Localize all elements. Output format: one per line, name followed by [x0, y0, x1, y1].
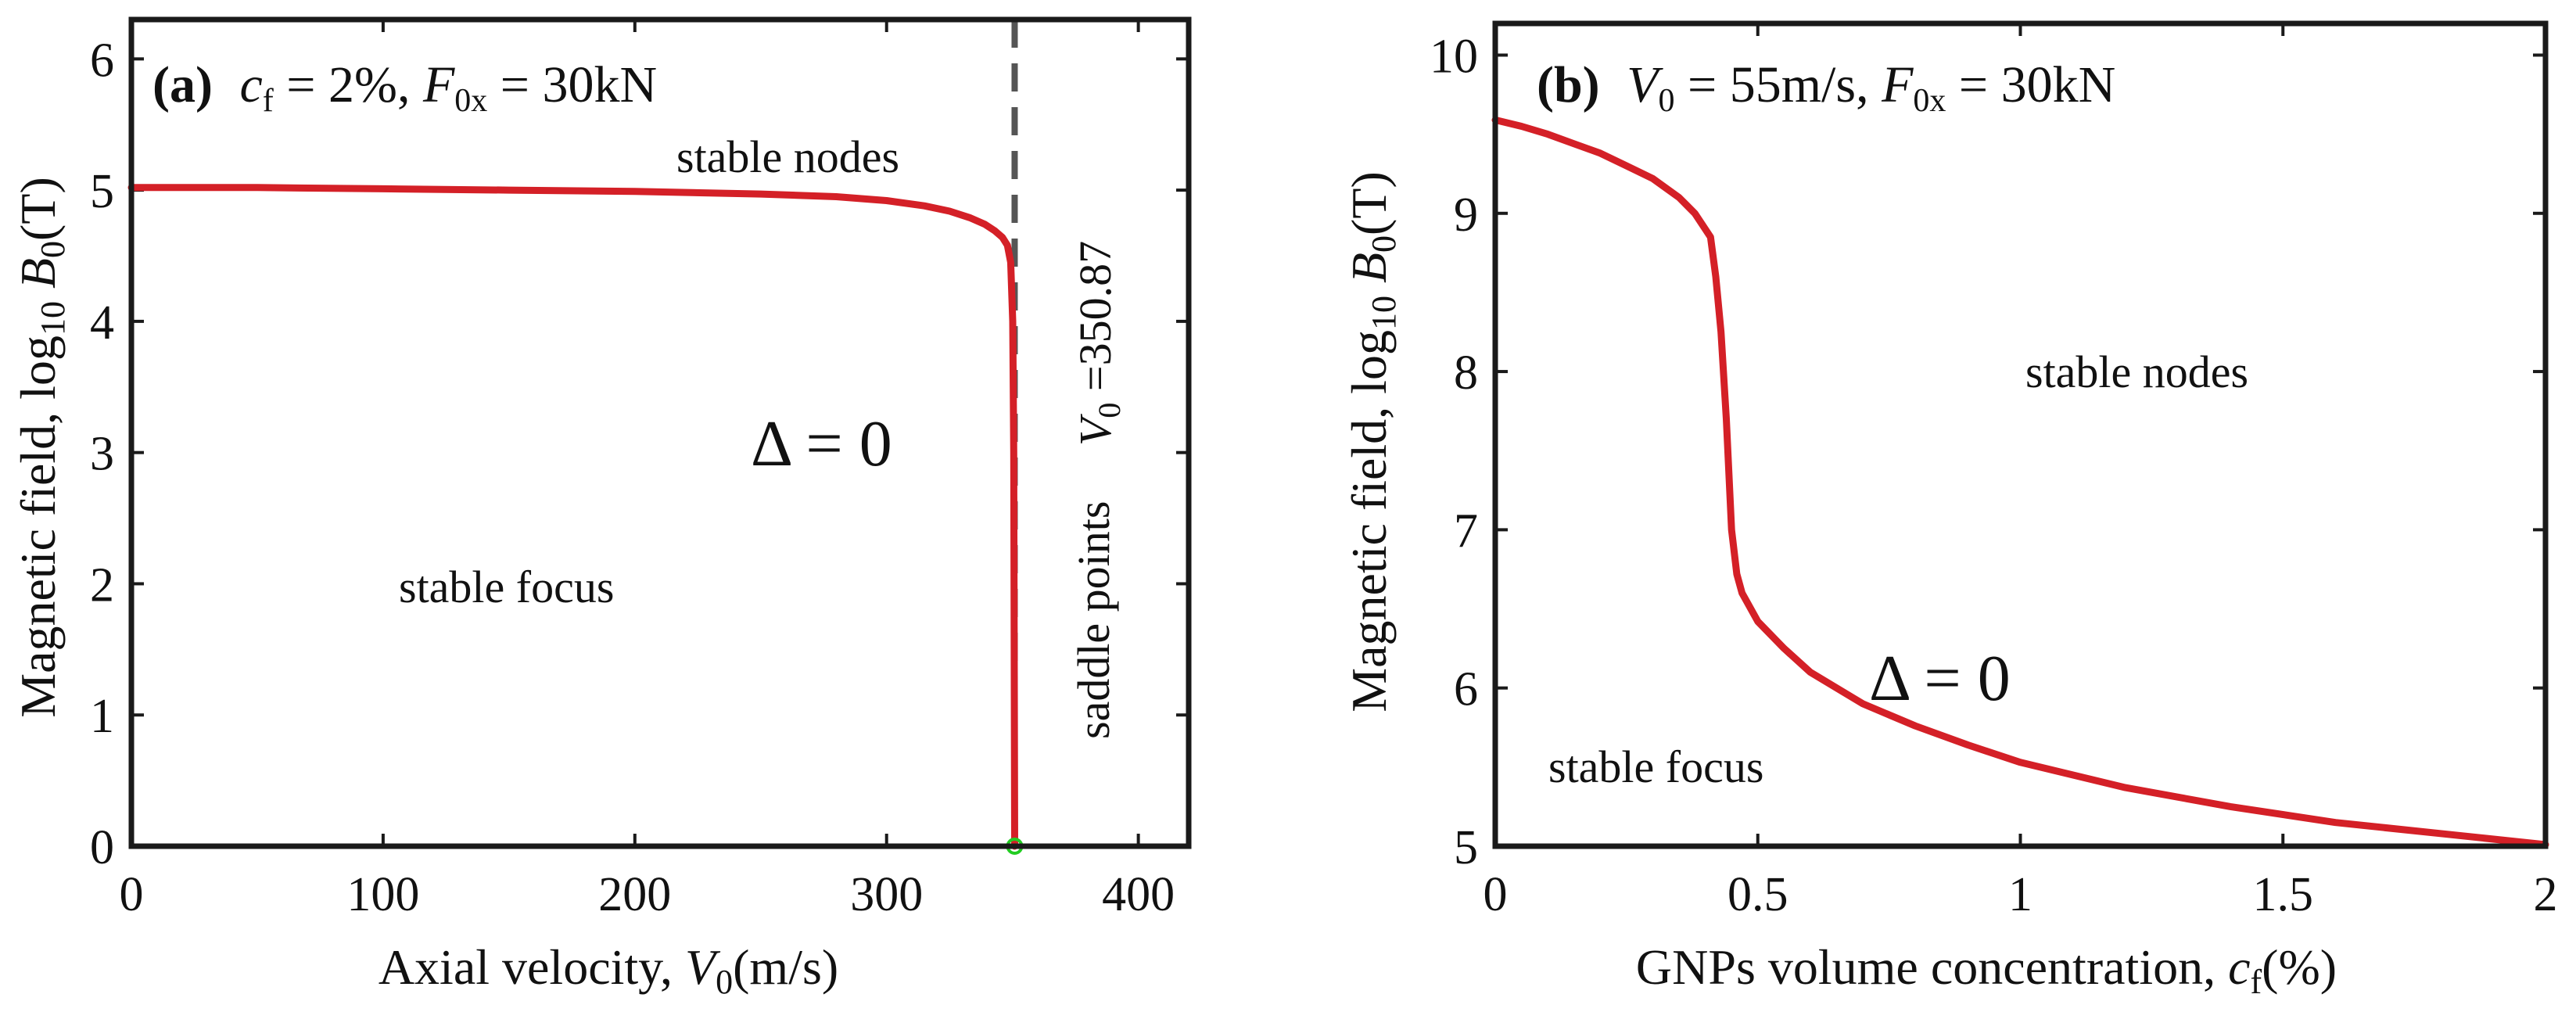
panel-b-x-ticks: 0 0.5 1 1.5 2: [1484, 23, 2558, 921]
panel-a-critical-velocity-label: V0 =350.87: [1070, 241, 1127, 446]
panel-a-axes-frame: [128, 16, 1192, 849]
panel-a-x-tick-label: 100: [346, 868, 419, 921]
panel-b-x-tick-label: 1: [2008, 868, 2032, 921]
panel-a-x-tick-label: 300: [850, 868, 923, 921]
panel-b-y-tick-label: 6: [1454, 663, 1478, 716]
panel-b-delta-zero-curve: [1491, 116, 2549, 849]
panel-a: 0 1 2 3 4 5 6 0 100 200 300 400 (a) cf = 2%, F0x =…: [10, 16, 1192, 1001]
panel-b-axes-frame: [1492, 20, 2549, 849]
panel-a-y-tick-label: 6: [90, 34, 114, 87]
panel-b-label: (b): [1537, 56, 1600, 113]
panel-b-x-tick-label: 1.5: [2253, 868, 2314, 921]
panel-a-y-axis-label: Magnetic field, log10 B0(T): [10, 177, 72, 718]
panel-a-y-ticks: 0 1 2 3 4 5 6: [90, 34, 1189, 874]
panel-b-y-tick-label: 5: [1454, 821, 1478, 874]
panel-b-y-ticks: 5 6 7 8 9 10: [1430, 30, 2546, 874]
panel-a-saddle-points-label: saddle points: [1068, 501, 1119, 739]
panel-a-y-tick-label: 3: [90, 428, 114, 481]
panel-a-delta-label: Δ = 0: [751, 407, 892, 480]
panel-b-x-tick-label: 0: [1484, 868, 1508, 921]
panel-a-x-ticks: 0 100 200 300 400: [120, 20, 1175, 921]
panel-b-delta-label: Δ = 0: [1869, 642, 2011, 715]
panel-b-y-tick-label: 8: [1454, 346, 1478, 400]
panel-b-y-tick-label: 10: [1430, 30, 1478, 83]
panel-a-x-tick-label: 400: [1102, 868, 1175, 921]
panel-b-param-v0: V: [1627, 56, 1663, 113]
panel-a-title: (a) cf = 2%, F0x = 30kN: [152, 56, 657, 119]
panel-a-label: (a): [152, 56, 213, 113]
panel-b-stable-focus-label: stable focus: [1548, 741, 1763, 792]
panel-a-y-tick-label: 0: [90, 821, 114, 874]
panel-b: 5 6 7 8 9 10 0 0.5 1 1.5 2 (b) V0 = 55m/s, F0x = …: [1341, 20, 2558, 1001]
panel-a-delta-zero-curve: [127, 184, 1018, 850]
panel-b-param-f0x: F: [1881, 56, 1914, 113]
panel-b-y-tick-label: 7: [1454, 504, 1478, 558]
panel-a-y-tick-label: 4: [90, 296, 114, 350]
panel-b-x-axis-label: GNPs volume concentration, cf(%): [1636, 939, 2337, 1001]
panel-b-x-tick-label: 0.5: [1727, 868, 1788, 921]
panel-b-x-tick-label: 2: [2534, 868, 2558, 921]
panel-a-y-tick-label: 5: [90, 165, 114, 218]
panel-a-y-tick-label: 2: [90, 558, 114, 612]
panel-b-stable-nodes-label: stable nodes: [2025, 346, 2248, 397]
panel-a-param-f0x: F: [422, 56, 455, 113]
panel-a-y-tick-label: 1: [90, 690, 114, 743]
panel-b-y-tick-label: 9: [1454, 188, 1478, 242]
panel-a-stable-nodes-label: stable nodes: [676, 131, 899, 182]
panel-b-title: (b) V0 = 55m/s, F0x = 30kN: [1537, 56, 2115, 119]
panel-a-x-tick-label: 200: [598, 868, 671, 921]
panel-a-x-tick-label: 0: [120, 868, 144, 921]
panel-a-x-axis-label: Axial velocity, V0(m/s): [379, 939, 838, 1001]
panel-a-stable-focus-label: stable focus: [399, 562, 614, 612]
panel-a-param-cf: c: [239, 56, 262, 113]
panel-b-y-axis-label: Magnetic field, log10 B0(T): [1341, 171, 1403, 712]
